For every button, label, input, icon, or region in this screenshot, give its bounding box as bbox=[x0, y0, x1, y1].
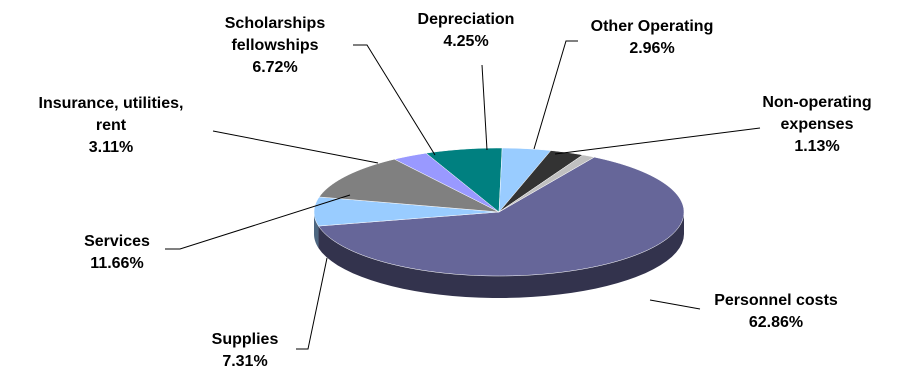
slice-category-label-supplies: Supplies bbox=[212, 331, 279, 348]
leader-lines bbox=[165, 40, 761, 350]
leader-line-depreciation bbox=[481, 64, 488, 151]
leader-line-insurance-utilities-rent bbox=[212, 130, 379, 164]
slice-category-label-insurance-utilities-rent: Insurance, utilities, bbox=[39, 95, 184, 112]
slice-labels: Personnel costs 62.86% Supplies 7.31% Servic… bbox=[39, 11, 872, 370]
pie-slice-non-operating-expenses bbox=[498, 154, 595, 213]
slice-value-label-insurance-utilities-rent: 3.11% bbox=[89, 139, 133, 156]
slice-category-label-services: Services bbox=[84, 233, 150, 250]
leader-line-services bbox=[165, 194, 351, 250]
pie-slice-services bbox=[318, 158, 500, 213]
slice-value-label-supplies: 7.31% bbox=[222, 353, 267, 370]
pie-top-layer bbox=[313, 147, 685, 277]
leader-line-personnel-costs bbox=[649, 299, 701, 310]
leader-line-scholarships-fellowships bbox=[353, 44, 436, 156]
slice-value-label-scholarships-fellowships: 6.72% bbox=[252, 59, 297, 76]
leader-line-other-operating bbox=[533, 40, 578, 150]
slice-category-label-non-operating-expenses: Non-operating bbox=[762, 94, 871, 111]
pie-depth-layer bbox=[314, 212, 684, 298]
slice-category-label-depreciation: Depreciation bbox=[418, 11, 515, 28]
leader-line-supplies bbox=[296, 257, 328, 350]
slice-value-label-personnel-costs: 62.86% bbox=[749, 314, 803, 331]
slice-value-label-other-operating: 2.96% bbox=[629, 40, 674, 57]
slice-category-label-scholarships-fellowships: fellowships bbox=[231, 37, 318, 54]
slice-value-label-services: 11.66% bbox=[90, 255, 143, 272]
pie-slice-personnel-costs bbox=[318, 156, 685, 277]
pie-slice-insurance-utilities-rent bbox=[393, 152, 500, 213]
slice-category-label-other-operating: Other Operating bbox=[591, 18, 714, 35]
leader-line-non-operating-expenses bbox=[554, 127, 761, 155]
slice-category-label-personnel-costs: Personnel costs bbox=[714, 292, 838, 309]
pie-slice-supplies bbox=[313, 196, 500, 227]
pie-slice-side-personnel-costs bbox=[318, 212, 684, 298]
slice-category-label-scholarships-fellowships: Scholarships bbox=[225, 15, 326, 32]
pie-slice-scholarships-fellowships bbox=[425, 147, 503, 213]
slice-category-label-insurance-utilities-rent: rent bbox=[96, 117, 127, 134]
pie-slice-side-supplies bbox=[314, 212, 319, 249]
slice-value-label-depreciation: 4.25% bbox=[443, 33, 488, 50]
slice-category-label-non-operating-expenses: expenses bbox=[781, 116, 854, 133]
pie-slice-depreciation bbox=[498, 147, 552, 213]
slice-value-label-non-operating-expenses: 1.13% bbox=[794, 138, 839, 155]
